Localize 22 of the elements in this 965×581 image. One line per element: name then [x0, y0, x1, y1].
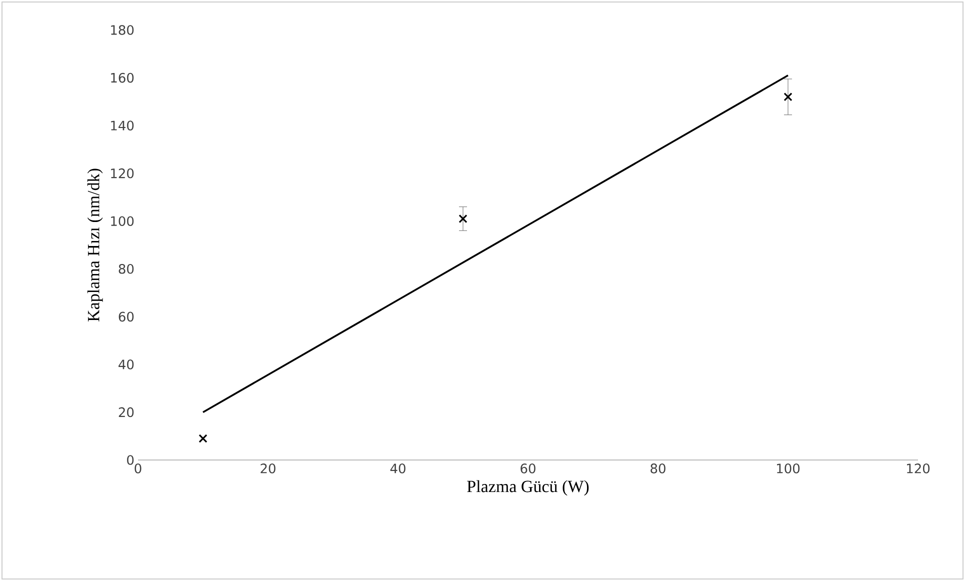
y-tick-label: 140	[111, 120, 134, 130]
point	[784, 92, 792, 102]
x-tick-label: 40	[390, 464, 406, 474]
y-axis-title: Kaplama Hızı (nm/dk)	[87, 168, 103, 322]
y-tick-label: 120	[111, 168, 134, 178]
y-tick-label: 160	[111, 72, 134, 83]
y-tick-label: 0	[127, 455, 134, 465]
y-tick-label: 60	[118, 312, 134, 322]
x-tick-label: 20	[260, 464, 276, 474]
point	[458, 214, 468, 224]
y-tick-label: 80	[118, 264, 134, 274]
x-tick-label: 0	[134, 464, 142, 474]
x-tick-label: 100	[777, 464, 800, 474]
y-tick-label: 180	[111, 25, 134, 35]
y-tick-label: 100	[111, 216, 134, 226]
point	[198, 434, 208, 443]
y-tick-label: 20	[118, 407, 134, 418]
x-tick-label: 80	[650, 464, 666, 474]
y-tick-label: 40	[118, 360, 134, 370]
x-tick-label: 60	[520, 464, 536, 474]
x-axis-title: Plazma Gücü (W)	[467, 480, 589, 496]
x-tick-label: 120	[907, 464, 930, 474]
